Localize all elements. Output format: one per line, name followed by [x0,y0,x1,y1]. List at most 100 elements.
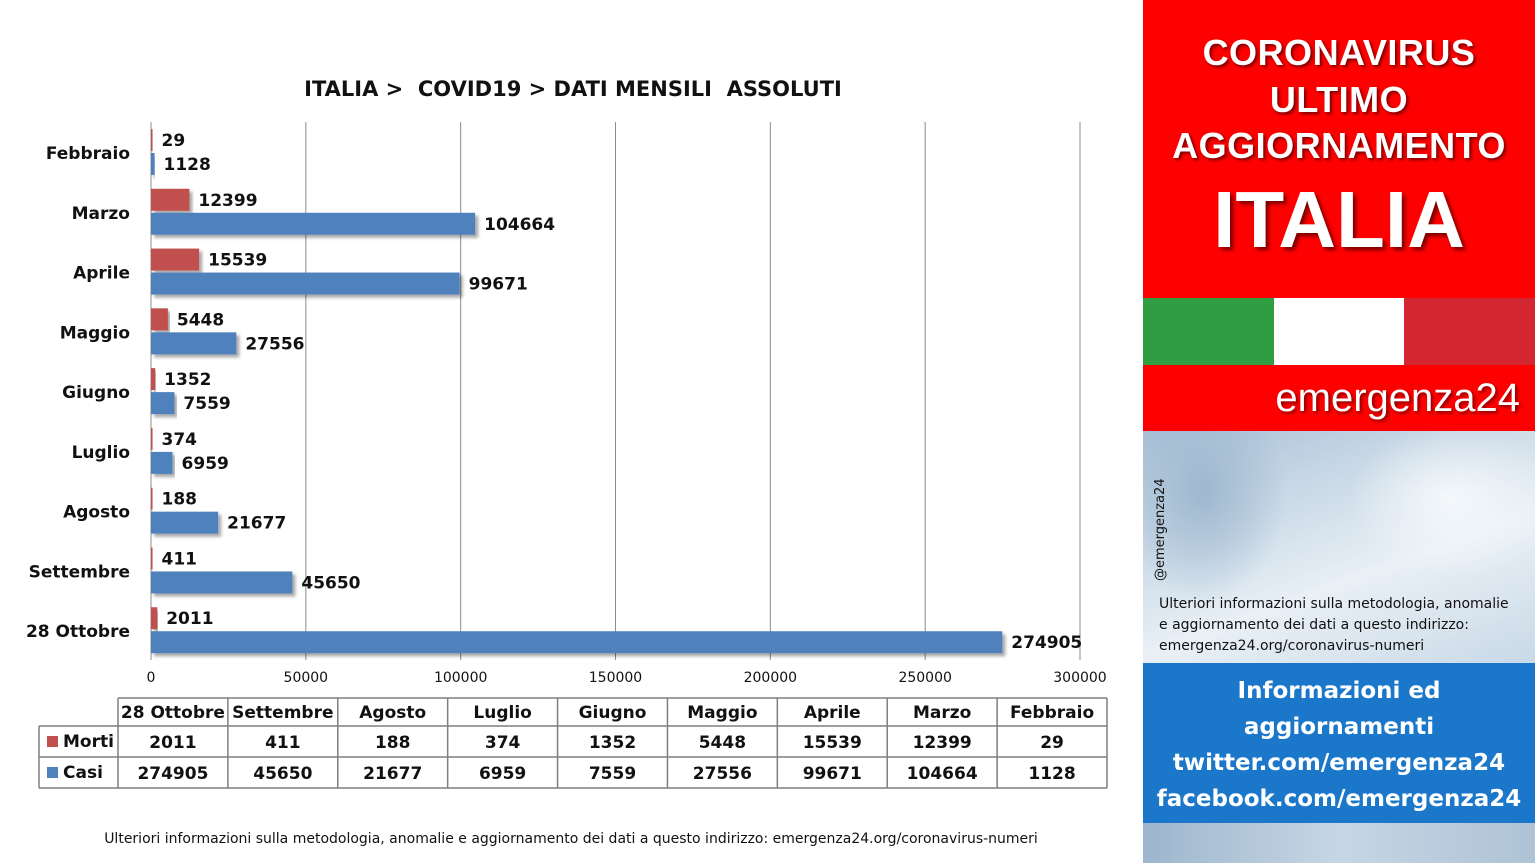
table-cell: 7559 [589,764,636,784]
table-cell: 374 [485,733,521,753]
contact-line: aggiornamenti [1243,714,1435,740]
table-cell: 12399 [913,733,972,753]
category-labels: Febbraio Marzo Aprile Maggio Giugno Luglio Ago… [26,144,130,642]
table-cell: 188 [375,733,411,753]
italian-flag [1143,298,1535,365]
data-table: 28 Ottobre Settembre Agosto Luglio Giugno Mag… [38,697,1108,789]
table-header: Marzo [913,703,971,723]
legend-label: Morti [63,732,114,752]
headline-line-1: CORONAVIRUS [1202,32,1476,73]
social-handle: @emergenza24 [1153,478,1168,581]
data-label: 2011 [166,609,213,629]
headline-box: CORONAVIRUS ULTIMO AGGIORNAMENTO ITALIA [1143,0,1535,298]
methodology-line: Ulteriori informazioni sulla metodologia… [1159,596,1509,612]
category-label: Maggio [60,323,130,343]
data-label: 12399 [198,191,257,211]
data-label: 1128 [163,155,210,175]
bar-morti [151,547,153,570]
decorative-strip [1143,823,1535,863]
x-tick-label: 250000 [898,670,951,686]
bar-morti [151,427,153,450]
bar-casi [151,392,175,415]
gridlines [150,122,1081,660]
flag-green-stripe [1143,298,1274,365]
legend-swatch [47,767,58,778]
table-cell: 45650 [253,764,312,784]
chart-title: ITALIA > COVID19 > DATI MENSILI ASSOLUTI [304,77,842,101]
background-photo: @emergenza24 Ulteriori informazioni sull… [1143,431,1535,663]
table-header: Giugno [579,703,647,723]
data-label: 15539 [208,251,267,271]
table-header: 28 Ottobre [121,703,225,723]
category-label: Luglio [72,443,130,463]
contact-box: Informazioni ed aggiornamenti twitter.co… [1143,663,1535,823]
category-label: Agosto [63,503,130,523]
x-tick-label: 0 [147,670,156,686]
table-header: Settembre [232,703,333,723]
table-cell: 15539 [803,733,862,753]
data-label: 7559 [183,394,230,414]
bar-morti [151,248,200,271]
twitter-link[interactable]: twitter.com/emergenza24 [1172,750,1506,776]
category-label: Giugno [62,383,130,403]
side-panel: CORONAVIRUS ULTIMO AGGIORNAMENTO ITALIA … [1143,0,1535,863]
data-label: 104664 [484,215,555,235]
table-header: Aprile [804,703,861,723]
category-label: Febbraio [46,144,130,164]
data-label: 5448 [177,310,224,330]
contact-line: Informazioni ed [1237,678,1441,704]
data-label: 27556 [245,334,304,354]
headline-line-2: ULTIMO [1269,79,1409,120]
category-label: 28 Ottobre [26,622,130,642]
table-cell: 6959 [479,764,526,784]
methodology-link[interactable]: emergenza24.org/coronavirus-numeri [1159,638,1425,654]
table-cell: 274905 [137,764,208,784]
x-tick-label: 100000 [434,670,487,686]
methodology-line: e aggiornamento dei dati a questo indiri… [1159,617,1469,633]
table-cell: 2011 [149,733,196,753]
data-label: 374 [162,430,198,450]
flag-white-stripe [1273,298,1405,365]
bar-casi [151,272,460,295]
bar-morti [151,487,153,510]
bar-casi [151,511,219,534]
table-cell: 99671 [803,764,862,784]
bar-morti [151,308,168,331]
bar-morti [151,129,153,151]
bar-casi [151,153,155,175]
data-label: 99671 [469,275,528,295]
covid-monthly-chart: ITALIA > COVID19 > DATI MENSILI ASSOLUTI… [26,77,1108,789]
table-cell: 29 [1040,733,1064,753]
data-label: 45650 [301,573,360,593]
brand-logo: emergenza24 [1275,376,1520,420]
headline-line-3: AGGIORNAMENTO [1172,125,1506,166]
data-label: 21677 [227,514,286,534]
data-label: 274905 [1011,633,1082,653]
bar-morti [151,368,156,391]
data-label: 6959 [182,454,229,474]
bar-casi [151,451,173,474]
bar-group: 29 1128 12399 104664 15539 99671 5448 27556 1352… [151,129,1082,654]
table-header: Agosto [359,703,426,723]
data-label: 1352 [164,370,211,390]
country-title: ITALIA [1213,175,1465,264]
bar-casi [151,631,1003,654]
brand-bar: emergenza24 [1143,365,1535,431]
x-tick-label: 200000 [744,670,797,686]
table-cell: 27556 [693,764,752,784]
legend-label: Casi [63,763,103,783]
bar-morti [151,607,158,630]
category-label: Settembre [29,562,130,582]
table-header: Febbraio [1010,703,1094,723]
data-label: 188 [162,490,198,510]
facebook-link[interactable]: facebook.com/emergenza24 [1156,786,1522,812]
bar-casi [151,332,237,355]
category-label: Aprile [73,264,130,284]
x-tick-label: 150000 [589,670,642,686]
x-tick-label: 300000 [1053,670,1106,686]
table-cell: 5448 [699,733,746,753]
table-cell: 1128 [1028,764,1075,784]
category-label: Marzo [72,204,130,224]
bar-casi [151,571,293,594]
x-axis-ticks: 0 50000 100000 150000 200000 250000 300000 [147,670,1107,686]
